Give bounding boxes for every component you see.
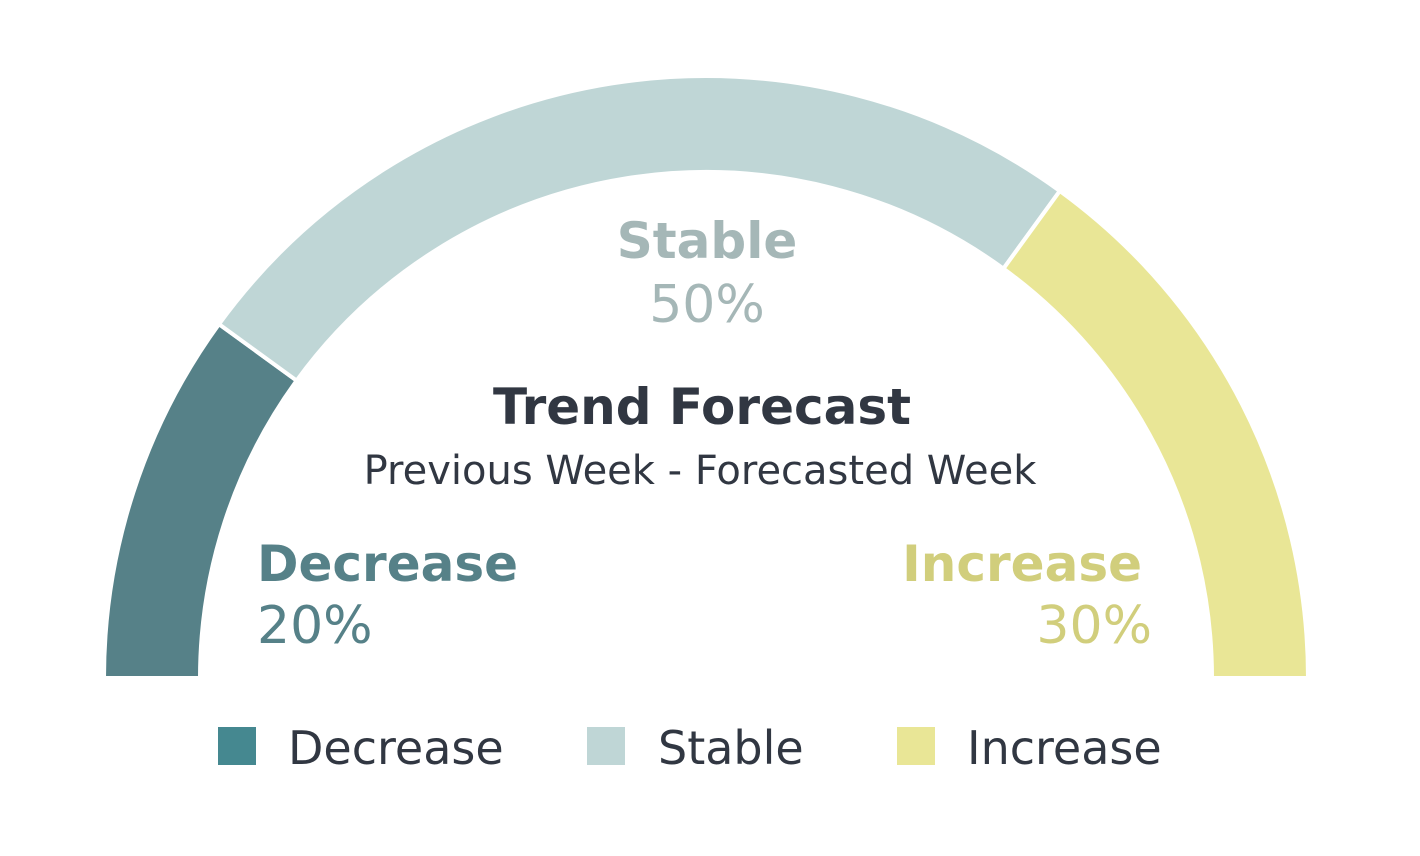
slice-value-increase: 30%: [1036, 596, 1152, 656]
gauge-arcs: [101, 74, 1311, 680]
slice-value-stable: 50%: [649, 275, 765, 335]
slice-label-increase: Increase: [902, 535, 1142, 593]
chart-title: Trend Forecast: [493, 378, 911, 436]
legend-swatch-increase: [897, 727, 935, 765]
legend-label-decrease: Decrease: [288, 721, 504, 775]
legend-swatch-stable: [587, 727, 625, 765]
legend-swatch-decrease: [218, 727, 256, 765]
slice-value-decrease: 20%: [257, 596, 373, 656]
legend: Decrease Stable Increase: [218, 721, 1162, 775]
legend-label-stable: Stable: [658, 721, 804, 775]
slice-label-stable: Stable: [617, 212, 798, 270]
legend-label-increase: Increase: [967, 721, 1162, 775]
chart-subtitle: Previous Week - Forecasted Week: [364, 448, 1038, 494]
arc-increase: [1000, 188, 1311, 680]
slice-label-decrease: Decrease: [257, 535, 518, 593]
